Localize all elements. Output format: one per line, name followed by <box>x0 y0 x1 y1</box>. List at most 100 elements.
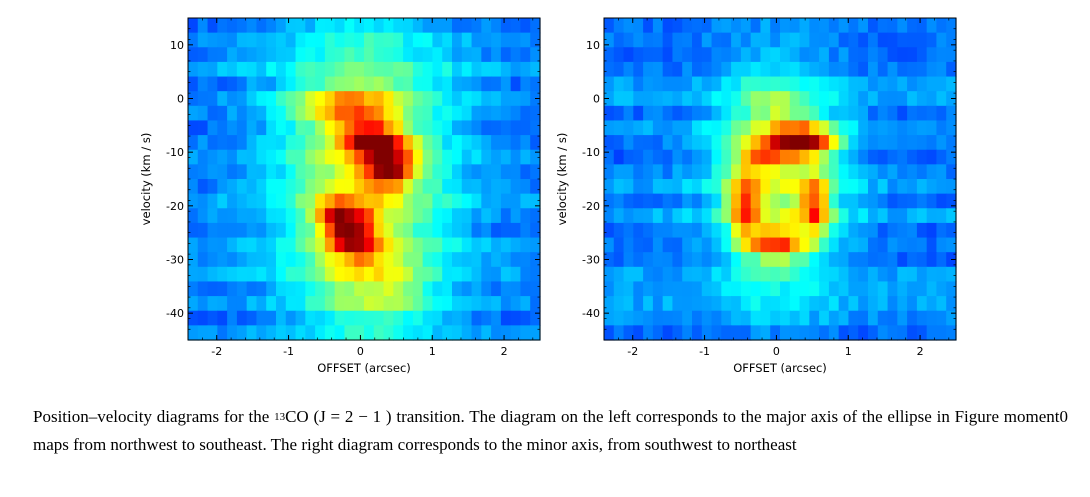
heatmap-cell <box>692 91 703 107</box>
heatmap-cell <box>877 252 889 268</box>
heatmap-cell <box>731 164 742 180</box>
heatmap-cell <box>721 237 732 253</box>
heatmap-cell <box>926 266 938 283</box>
heatmap-cell <box>672 208 683 224</box>
y-tick-label: -20 <box>582 200 600 213</box>
heatmap-cell <box>412 208 424 224</box>
heatmap-cell <box>789 252 801 268</box>
heatmap-cell <box>520 252 531 268</box>
heatmap-cell <box>471 149 482 165</box>
heatmap-cell <box>530 105 541 122</box>
heatmap-cell <box>276 120 287 136</box>
heatmap-cell <box>789 296 801 312</box>
heatmap-cell <box>760 252 771 268</box>
heatmap-cell <box>701 296 713 312</box>
heatmap-cell <box>510 135 522 151</box>
heatmap-cell <box>285 135 297 151</box>
heatmap-cell <box>461 164 473 180</box>
heatmap-cell <box>422 281 434 297</box>
heatmap-cell <box>731 18 742 34</box>
heatmap-cell <box>643 179 654 195</box>
heatmap-cell <box>432 222 443 239</box>
heatmap-cell <box>520 135 531 151</box>
heatmap-cell <box>916 222 928 239</box>
heatmap-cell <box>373 47 385 63</box>
heatmap-cell <box>926 120 938 136</box>
x-tick-label: -2 <box>627 345 638 358</box>
heatmap-cell <box>692 193 703 209</box>
heatmap-cell <box>887 18 898 34</box>
heatmap-cell <box>442 252 453 268</box>
heatmap-cell <box>907 266 918 283</box>
heatmap-cell <box>887 120 898 136</box>
heatmap-cell <box>227 222 238 239</box>
heatmap-cell <box>276 135 287 151</box>
heatmap-cell <box>633 47 644 63</box>
heatmap-cell <box>393 120 404 136</box>
heatmap-cell <box>197 208 209 224</box>
heatmap-cell <box>285 76 297 92</box>
heatmap-cell <box>246 296 258 312</box>
heatmap-cell <box>926 149 938 165</box>
heatmap-cell <box>643 208 654 224</box>
heatmap-cell <box>868 222 879 239</box>
heatmap-cell <box>354 120 365 136</box>
heatmap-cell <box>256 32 267 48</box>
heatmap-cell <box>422 149 434 165</box>
heatmap-cell <box>422 164 434 180</box>
heatmap-cell <box>926 76 938 92</box>
heatmap-cell <box>481 105 492 122</box>
heatmap-cell <box>858 266 869 283</box>
heatmap-cell <box>809 193 820 209</box>
heatmap-cell <box>432 310 443 326</box>
heatmap-cell <box>295 18 306 34</box>
heatmap-cell <box>936 164 947 180</box>
heatmap-cell <box>383 208 394 224</box>
heatmap-cell <box>373 164 385 180</box>
heatmap-cell <box>750 252 762 268</box>
heatmap-cell <box>354 76 365 92</box>
heatmap-cell <box>897 310 908 326</box>
heatmap-cell <box>907 32 918 48</box>
heatmap-cell <box>692 18 703 34</box>
heatmap-cell <box>838 310 850 326</box>
heatmap-cell <box>623 296 634 312</box>
heatmap-cell <box>750 47 762 63</box>
heatmap-cell <box>207 135 218 151</box>
heatmap-cell <box>452 222 463 239</box>
heatmap-cell <box>916 76 928 92</box>
heatmap-cell <box>491 91 502 107</box>
heatmap-cell <box>227 135 238 151</box>
heatmap-cell <box>197 105 209 122</box>
heatmap-cell <box>731 281 742 297</box>
heatmap-cell <box>217 149 228 165</box>
heatmap-cell <box>770 179 781 195</box>
heatmap-cell <box>828 179 840 195</box>
heatmap-cell <box>711 76 722 92</box>
heatmap-cell <box>188 18 199 34</box>
heatmap-cell <box>236 76 248 92</box>
heatmap-cell <box>510 296 522 312</box>
y-tick-label: 10 <box>170 39 184 52</box>
heatmap-cell <box>217 47 228 63</box>
heatmap-cell <box>236 296 248 312</box>
heatmap-cell <box>305 296 316 312</box>
heatmap-cell <box>373 61 385 78</box>
heatmap-cell <box>770 105 781 122</box>
heatmap-cell <box>373 179 385 195</box>
heatmap-cell <box>848 237 859 253</box>
heatmap-cell <box>412 237 424 253</box>
heatmap-cell <box>701 76 713 92</box>
heatmap-cell <box>858 281 869 297</box>
heatmap-cell <box>188 91 199 107</box>
heatmap-cell <box>662 32 674 48</box>
heatmap-cell <box>946 164 957 180</box>
heatmap-cell <box>858 222 869 239</box>
heatmap-cell <box>383 135 394 151</box>
heatmap-cell <box>819 193 830 209</box>
heatmap-cell <box>731 296 742 312</box>
heatmap-cell <box>692 252 703 268</box>
heatmap-cell <box>604 222 615 239</box>
heatmap-cell <box>682 266 693 283</box>
heatmap-cell <box>461 296 473 312</box>
